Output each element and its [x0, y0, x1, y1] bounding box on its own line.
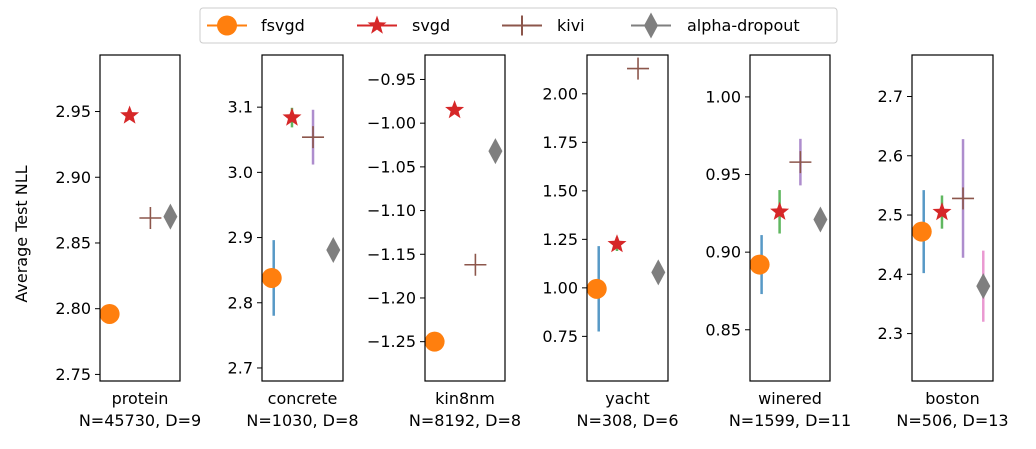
- point-alpha-dropout: [651, 259, 666, 286]
- legend-circle-marker: [217, 15, 237, 36]
- x-label-size: N=45730, D=9: [79, 411, 201, 430]
- x-label-dataset: yacht: [605, 389, 649, 408]
- y-tick-label: 2.8: [228, 293, 253, 312]
- x-label-dataset: concrete: [268, 389, 338, 408]
- legend-label-svgd: svgd: [412, 16, 450, 35]
- y-tick-label: 2.9: [228, 228, 253, 247]
- panel-winered: 0.85 0.90 0.95 1.00 winered N=1599, D=11: [705, 54, 851, 430]
- panel-frame: [261, 54, 344, 382]
- panel-boston: 2.3 2.4 2.5 2.6 2.7 boston N=506, D=13: [878, 54, 1009, 430]
- point-fsvgd: [424, 331, 445, 352]
- point-svgd: [445, 100, 465, 119]
- y-tick-label: 0.85: [705, 320, 741, 339]
- x-label-dataset: kin8nm: [435, 389, 495, 408]
- y-tick-label: 2.4: [878, 265, 903, 284]
- y-tick-label: −1.20: [367, 288, 416, 307]
- y-tick-label: 1.00: [705, 87, 741, 106]
- y-tick-label: −1.00: [367, 114, 416, 133]
- legend-diamond-marker: [644, 12, 658, 39]
- x-label-dataset: winered: [758, 389, 822, 408]
- y-tick-label: 2.00: [542, 84, 578, 103]
- legend-entry-svgd: svgd: [357, 15, 450, 35]
- legend: fsvgd svgd kivi alpha-dropout: [199, 7, 838, 44]
- y-tick-label: 2.5: [878, 206, 903, 225]
- y-tick-label: 2.3: [878, 324, 903, 343]
- point-svgd: [932, 202, 952, 221]
- y-axis-label: Average Test NLL: [12, 165, 31, 302]
- y-tick-label: 0.90: [705, 243, 741, 262]
- y-tick-label: −1.10: [367, 201, 416, 220]
- y-tick-label: 2.75: [55, 365, 91, 384]
- point-alpha-dropout: [813, 206, 828, 233]
- point-svgd: [282, 107, 302, 126]
- point-svgd: [607, 234, 627, 253]
- y-tick-label: 3.0: [228, 163, 253, 182]
- point-fsvgd: [99, 303, 120, 324]
- y-tick-label: −1.05: [367, 157, 416, 176]
- legend-entry-kivi: kivi: [502, 15, 585, 36]
- point-fsvgd: [911, 221, 932, 242]
- x-label-size: N=1030, D=8: [246, 411, 358, 430]
- y-tick-label: 2.95: [55, 102, 91, 121]
- y-tick-label: 1.00: [542, 278, 578, 297]
- x-label-size: N=308, D=6: [577, 411, 679, 430]
- legend-label-alpha-dropout: alpha-dropout: [687, 16, 800, 35]
- point-fsvgd: [749, 254, 770, 275]
- x-label-size: N=506, D=13: [896, 411, 1008, 430]
- panel-protein: 2.75 2.80 2.85 2.90 2.95 protein N=45730, D=9: [55, 54, 201, 430]
- point-alpha-dropout: [488, 138, 503, 165]
- panel-frame: [911, 54, 994, 382]
- x-label-size: N=8192, D=8: [409, 411, 521, 430]
- x-label-size: N=1599, D=11: [729, 411, 851, 430]
- x-label-dataset: protein: [112, 389, 169, 408]
- legend-star-marker: [367, 15, 387, 34]
- y-tick-label: −1.25: [367, 332, 416, 351]
- panel-yacht: 0.75 1.00 1.25 1.50 1.75 2.00 yacht N=308, D=6: [542, 54, 679, 430]
- legend-entry-alpha-dropout: alpha-dropout: [631, 12, 800, 39]
- point-svgd: [770, 201, 790, 220]
- point-alpha-dropout: [326, 236, 341, 263]
- y-tick-label: 2.7: [878, 87, 903, 106]
- legend-label-fsvgd: fsvgd: [261, 16, 305, 35]
- y-tick-label: 2.80: [55, 299, 91, 318]
- point-fsvgd: [586, 278, 607, 299]
- y-tick-label: 3.1: [228, 98, 253, 117]
- y-tick-label: 1.75: [542, 133, 578, 152]
- point-alpha-dropout: [976, 273, 991, 300]
- y-tick-label: 0.75: [542, 327, 578, 346]
- panel-kin8nm: −1.25 −1.20 −1.15 −1.10 −1.05 −1.00 −0.95 kin8n…: [367, 54, 521, 430]
- y-tick-label: 2.6: [878, 146, 903, 165]
- y-tick-label: −0.95: [367, 70, 416, 89]
- y-tick-label: 2.90: [55, 168, 91, 187]
- panel-frame: [586, 54, 669, 382]
- point-fsvgd: [261, 267, 282, 288]
- panel-frame: [749, 54, 831, 382]
- point-svgd: [120, 105, 140, 124]
- x-label-dataset: boston: [925, 389, 979, 408]
- panel-frame: [99, 54, 181, 382]
- point-alpha-dropout: [163, 203, 178, 230]
- y-tick-label: 1.25: [542, 230, 578, 249]
- y-tick-label: 1.50: [542, 181, 578, 200]
- y-tick-label: 2.85: [55, 233, 91, 252]
- panel-frame: [424, 54, 506, 382]
- y-tick-label: 2.7: [228, 358, 253, 377]
- legend-entry-fsvgd: fsvgd: [207, 15, 305, 36]
- legend-label-kivi: kivi: [557, 16, 585, 35]
- y-tick-label: 0.95: [705, 165, 741, 184]
- panel-concrete: 2.7 2.8 2.9 3.0 3.1 concrete N=1030, D=8: [228, 54, 359, 430]
- y-tick-label: −1.15: [367, 245, 416, 264]
